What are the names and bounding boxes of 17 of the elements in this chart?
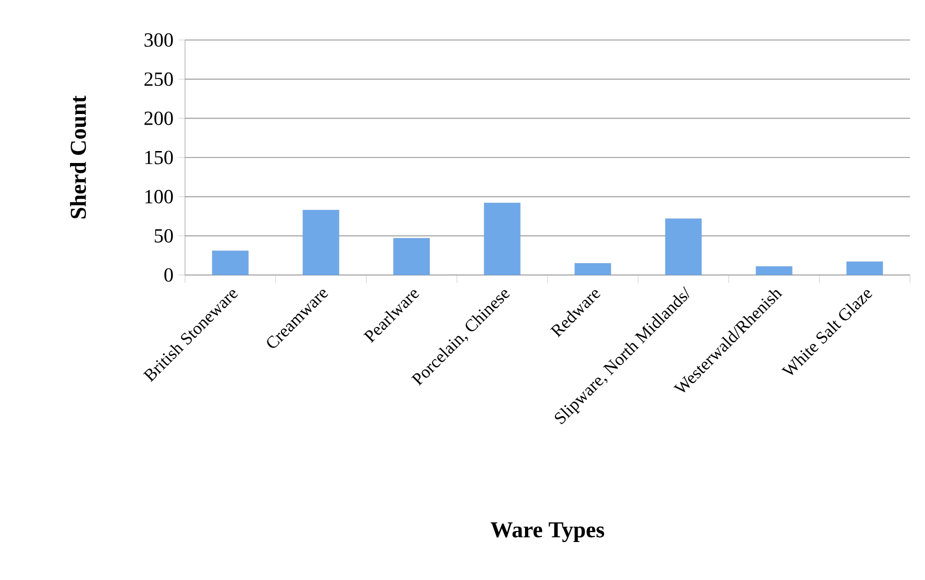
y-tick-label: 100 [145,190,173,204]
bar [302,210,340,276]
bar [574,262,612,276]
bar [484,202,521,276]
bar [212,250,249,276]
y-tick-label: 150 [145,150,173,164]
x-axis-title: Ware Types [490,522,604,542]
bar [393,238,430,276]
y-tick-label: 200 [144,112,173,126]
y-tick-label: 250 [144,72,173,86]
y-axis-title: Sherd Count [70,96,86,218]
bar [846,261,884,276]
bar [665,218,702,276]
y-tick-label: 50 [154,229,173,243]
y-tick-label: 0 [164,268,173,282]
y-tick-label: 300 [144,33,173,47]
bar [756,266,792,276]
